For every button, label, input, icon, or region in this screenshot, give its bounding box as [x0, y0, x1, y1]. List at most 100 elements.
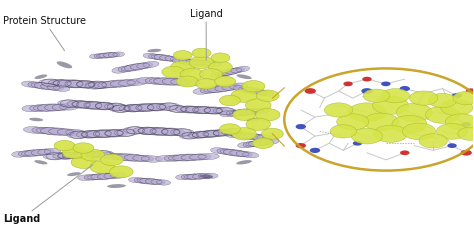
Circle shape: [180, 68, 204, 80]
Ellipse shape: [215, 71, 229, 76]
Ellipse shape: [124, 65, 140, 71]
Ellipse shape: [35, 74, 47, 79]
Ellipse shape: [180, 132, 201, 139]
Circle shape: [246, 99, 271, 112]
Ellipse shape: [93, 81, 114, 88]
Circle shape: [176, 76, 198, 87]
Circle shape: [363, 89, 390, 102]
Ellipse shape: [143, 128, 166, 135]
Circle shape: [446, 114, 474, 130]
Circle shape: [437, 124, 468, 139]
Circle shape: [453, 92, 474, 105]
Ellipse shape: [107, 184, 126, 188]
Ellipse shape: [109, 105, 133, 112]
Ellipse shape: [236, 66, 249, 72]
Ellipse shape: [254, 140, 268, 146]
Circle shape: [428, 93, 457, 108]
Ellipse shape: [146, 179, 159, 184]
Ellipse shape: [99, 53, 110, 58]
Ellipse shape: [238, 87, 253, 92]
Circle shape: [192, 48, 211, 58]
Ellipse shape: [47, 84, 64, 91]
Ellipse shape: [91, 151, 114, 158]
Circle shape: [71, 156, 96, 168]
Ellipse shape: [28, 82, 44, 88]
Circle shape: [392, 115, 427, 133]
Ellipse shape: [103, 53, 115, 58]
Ellipse shape: [32, 127, 53, 134]
Ellipse shape: [130, 64, 146, 70]
Circle shape: [458, 127, 474, 140]
Ellipse shape: [60, 103, 79, 110]
Ellipse shape: [171, 129, 194, 136]
Ellipse shape: [110, 173, 127, 178]
Ellipse shape: [90, 54, 101, 59]
Ellipse shape: [198, 174, 212, 179]
Ellipse shape: [226, 69, 239, 74]
Ellipse shape: [127, 79, 148, 85]
Circle shape: [353, 141, 362, 146]
Ellipse shape: [224, 132, 241, 138]
Circle shape: [255, 109, 280, 121]
Ellipse shape: [38, 79, 62, 87]
Ellipse shape: [181, 174, 195, 179]
Ellipse shape: [154, 78, 175, 85]
Circle shape: [170, 61, 195, 73]
Ellipse shape: [62, 152, 86, 159]
Ellipse shape: [128, 104, 152, 111]
Ellipse shape: [57, 80, 81, 87]
Ellipse shape: [86, 102, 109, 109]
Ellipse shape: [44, 148, 61, 154]
Ellipse shape: [199, 60, 215, 66]
Ellipse shape: [110, 80, 131, 87]
Ellipse shape: [99, 153, 120, 159]
Ellipse shape: [213, 129, 234, 136]
Ellipse shape: [222, 84, 241, 90]
Ellipse shape: [31, 149, 47, 156]
Ellipse shape: [165, 56, 179, 61]
Ellipse shape: [105, 130, 128, 137]
Ellipse shape: [134, 178, 148, 183]
Ellipse shape: [230, 150, 246, 156]
Circle shape: [233, 109, 255, 120]
Ellipse shape: [143, 53, 157, 59]
Circle shape: [162, 66, 184, 78]
Ellipse shape: [210, 148, 227, 154]
Ellipse shape: [67, 172, 81, 176]
Circle shape: [211, 53, 230, 62]
Ellipse shape: [249, 89, 263, 94]
Ellipse shape: [147, 103, 171, 111]
Circle shape: [219, 95, 240, 106]
Circle shape: [361, 88, 373, 94]
Ellipse shape: [145, 78, 166, 84]
Ellipse shape: [49, 128, 70, 135]
Ellipse shape: [76, 81, 100, 88]
Ellipse shape: [23, 126, 45, 133]
Ellipse shape: [148, 54, 163, 59]
Ellipse shape: [133, 155, 154, 162]
Ellipse shape: [243, 152, 259, 158]
Ellipse shape: [233, 86, 247, 91]
Circle shape: [173, 51, 192, 60]
Ellipse shape: [41, 84, 57, 90]
Circle shape: [343, 81, 353, 86]
Ellipse shape: [236, 151, 252, 157]
Circle shape: [310, 148, 320, 153]
Ellipse shape: [147, 49, 161, 52]
Text: Ligand: Ligand: [190, 9, 222, 60]
Circle shape: [419, 134, 447, 148]
Ellipse shape: [86, 130, 109, 138]
Ellipse shape: [221, 129, 243, 135]
Ellipse shape: [45, 104, 64, 111]
Ellipse shape: [160, 55, 173, 61]
Ellipse shape: [58, 100, 81, 107]
Ellipse shape: [173, 58, 189, 64]
Ellipse shape: [97, 174, 114, 179]
Circle shape: [374, 125, 408, 142]
Circle shape: [73, 143, 94, 153]
Ellipse shape: [76, 101, 100, 109]
Ellipse shape: [260, 91, 274, 96]
Circle shape: [447, 143, 457, 148]
Circle shape: [410, 91, 438, 105]
Ellipse shape: [78, 175, 94, 181]
